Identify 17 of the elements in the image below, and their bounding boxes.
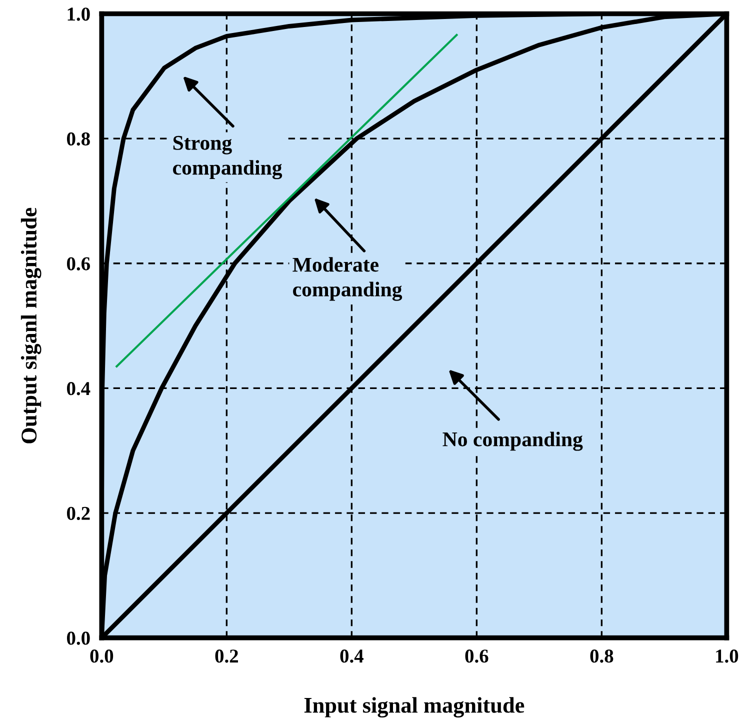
y-tick-label: 0.6 (67, 257, 90, 270)
x-tick-label: 0.4 (340, 650, 364, 663)
x-tick-label: 1.0 (716, 650, 738, 663)
x-tick-label: 0.6 (465, 650, 488, 663)
annotation: No companding (442, 432, 583, 451)
y-tick-label: 1.0 (68, 8, 90, 21)
x-tick-label: 0.2 (215, 650, 238, 663)
y-tick-label: 0.4 (67, 382, 90, 396)
y-tick-label: 0.0 (67, 632, 90, 645)
x-tick-label: 0.8 (590, 650, 614, 663)
y-tick-label: 0.2 (67, 506, 90, 520)
annotation: Moderate companding (292, 257, 402, 301)
y-axis-title: Output siganl magnitude (20, 208, 42, 444)
x-tick-label: 0.0 (90, 650, 114, 663)
x-axis-title: Input signal magnitude (304, 697, 524, 718)
y-tick-label: 0.8 (67, 132, 90, 146)
annotation: Strong companding (173, 136, 282, 180)
